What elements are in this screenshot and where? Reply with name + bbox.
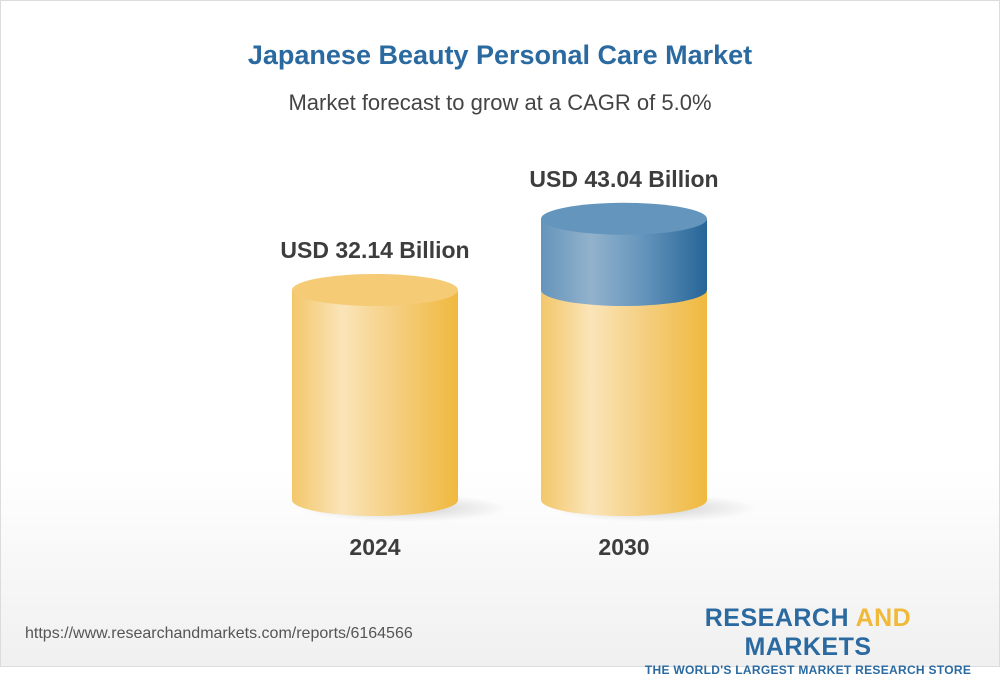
logo-text-and: AND xyxy=(855,604,912,632)
source-url[interactable]: https://www.researchandmarkets.com/repor… xyxy=(25,625,413,642)
cylinder-top xyxy=(292,274,458,306)
cylinder-top xyxy=(541,202,707,235)
logo-text: MARKETS xyxy=(744,633,872,661)
data-label: USD 43.04 Billion xyxy=(529,166,718,192)
bar-2024-base xyxy=(292,290,458,516)
logo-tagline: THE WORLD'S LARGEST MARKET RESEARCH STOR… xyxy=(644,663,972,677)
data-label: USD 32.14 Billion xyxy=(280,237,469,263)
logo-text: RESEARCH xyxy=(704,604,856,632)
research-and-markets-logo: RESEARCH AND MARKETS THE WORLD'S LARGEST… xyxy=(640,604,976,677)
chart-subtitle: Market forecast to grow at a CAGR of 5.0… xyxy=(288,90,712,115)
x-tick-label: 2024 xyxy=(349,534,400,560)
bar-2030-base xyxy=(541,290,707,516)
bar-2030-growth xyxy=(541,218,707,306)
x-tick-label: 2030 xyxy=(598,534,649,560)
chart-title: Japanese Beauty Personal Care Market xyxy=(247,40,753,70)
